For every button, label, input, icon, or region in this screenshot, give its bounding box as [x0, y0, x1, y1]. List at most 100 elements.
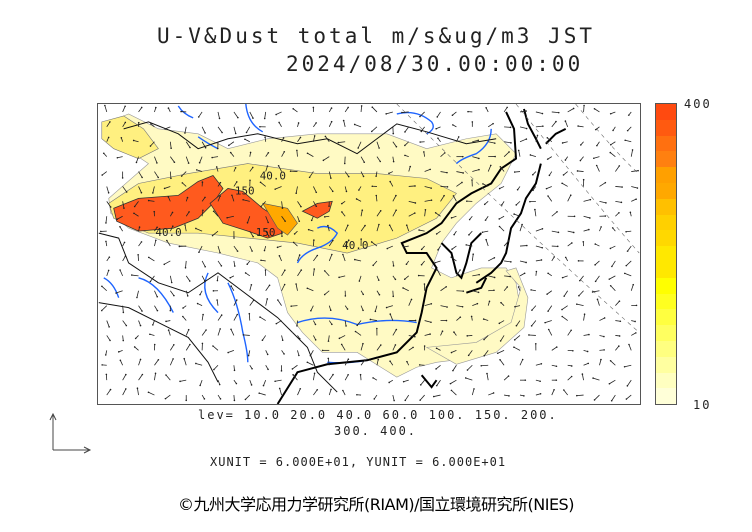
wind-arrow-head — [137, 121, 140, 124]
wind-arrow-head — [482, 183, 484, 185]
wind-arrow — [360, 171, 364, 177]
wind-arrow — [198, 245, 203, 253]
wind-arrow — [424, 168, 431, 172]
wind-arrow-head — [359, 373, 362, 376]
wind-arrow-head — [115, 292, 117, 294]
wind-arrow — [563, 290, 569, 297]
wind-arrow-head — [109, 388, 112, 391]
wind-arrow — [420, 379, 425, 386]
wind-arrow-head — [611, 265, 613, 268]
wind-arrow-head — [298, 254, 301, 256]
wind-arrow-head — [498, 322, 501, 325]
wind-arrow-head — [544, 321, 546, 324]
wind-arrow-head — [140, 241, 143, 243]
wind-arrow-head — [609, 143, 612, 146]
wind-arrow-head — [618, 300, 621, 302]
wind-arrow — [312, 268, 315, 276]
wind-arrow — [138, 241, 142, 247]
wind-arrow-head — [289, 170, 292, 172]
wind-arrow — [482, 183, 489, 187]
wind-arrow-head — [172, 358, 174, 360]
wind-arrow-head — [130, 274, 133, 276]
wind-arrow — [198, 111, 203, 118]
wind-arrow — [376, 344, 382, 351]
wind-arrow — [295, 186, 298, 194]
wind-arrow-head — [306, 152, 309, 155]
wind-arrow-head — [231, 194, 233, 197]
wind-arrow-head — [132, 139, 135, 142]
colorbar-band — [656, 309, 676, 326]
wind-arrow-head — [211, 156, 213, 159]
wind-arrow-head — [355, 198, 358, 200]
wind-arrow — [150, 141, 155, 147]
wind-arrow-head — [364, 224, 366, 227]
wind-arrow-head — [478, 273, 480, 276]
wind-arrow — [610, 141, 616, 146]
wind-arrow — [488, 257, 495, 262]
wind-arrow-head — [572, 107, 575, 110]
wind-arrow-head — [483, 203, 486, 206]
wind-arrow-head — [609, 151, 612, 154]
wind-arrow-head — [242, 198, 244, 201]
wind-arrow-head — [342, 389, 344, 392]
wind-arrow-head — [298, 354, 300, 357]
wind-arrow-head — [268, 284, 271, 287]
wind-arrow — [354, 124, 362, 128]
wind-arrow-head — [280, 370, 283, 372]
wind-arrow-head — [252, 299, 255, 301]
wind-arrow — [136, 290, 139, 298]
wind-arrow-head — [450, 389, 453, 392]
wind-arrow-head — [378, 223, 380, 226]
wind-arrow — [615, 212, 620, 217]
wind-arrow-head — [393, 399, 395, 402]
wind-arrow — [344, 374, 349, 381]
wind-arrow-head — [561, 315, 564, 318]
wind-arrow-head — [233, 399, 236, 402]
wind-arrow — [262, 335, 267, 341]
wind-arrow — [357, 141, 362, 149]
wind-arrow — [375, 195, 378, 202]
wind-arrow-head — [420, 130, 423, 133]
wind-arrow — [154, 156, 158, 164]
wind-arrow — [519, 272, 525, 277]
wind-arrow — [437, 269, 441, 277]
wind-arrow-head — [581, 373, 584, 375]
wind-arrow-head — [237, 116, 239, 119]
wind-arrow-head — [136, 296, 138, 299]
wind-arrow — [436, 230, 441, 235]
wind-arrow — [419, 111, 425, 117]
wind-arrow-head — [467, 110, 469, 113]
wind-arrow-head — [102, 152, 105, 155]
wind-arrow-head — [423, 345, 426, 347]
wind-arrow-head — [347, 358, 350, 360]
wind-arrow-head — [358, 280, 361, 282]
wind-arrow-head — [404, 144, 406, 147]
wind-arrow-head — [163, 187, 166, 190]
wind-arrow — [465, 377, 473, 381]
wind-arrow — [181, 171, 187, 177]
wind-arrow-head — [547, 328, 550, 331]
wind-arrow — [154, 171, 159, 178]
wind-arrow-head — [625, 230, 627, 233]
wind-arrow — [360, 225, 366, 232]
wind-arrow-head — [624, 272, 626, 275]
wind-arrow — [631, 170, 639, 172]
wind-arrow-head — [307, 228, 310, 231]
wind-arrow-head — [274, 380, 276, 383]
wind-arrow-head — [557, 111, 560, 114]
wind-arrow-head — [203, 398, 206, 400]
wind-arrow — [292, 108, 298, 113]
wind-arrow-head — [380, 344, 382, 346]
wind-arrow-head — [156, 226, 158, 229]
wind-arrow — [338, 141, 346, 143]
wind-arrow-head — [347, 374, 349, 376]
wind-arrow-head — [105, 373, 108, 376]
wind-arrow-head — [555, 365, 558, 368]
wind-arrow — [576, 303, 584, 307]
wind-arrow — [170, 156, 175, 163]
wind-arrow — [249, 167, 254, 172]
wind-arrow — [313, 201, 317, 207]
wind-arrow — [265, 216, 269, 223]
wind-arrow — [138, 186, 142, 193]
wind-arrow-head — [395, 145, 398, 148]
